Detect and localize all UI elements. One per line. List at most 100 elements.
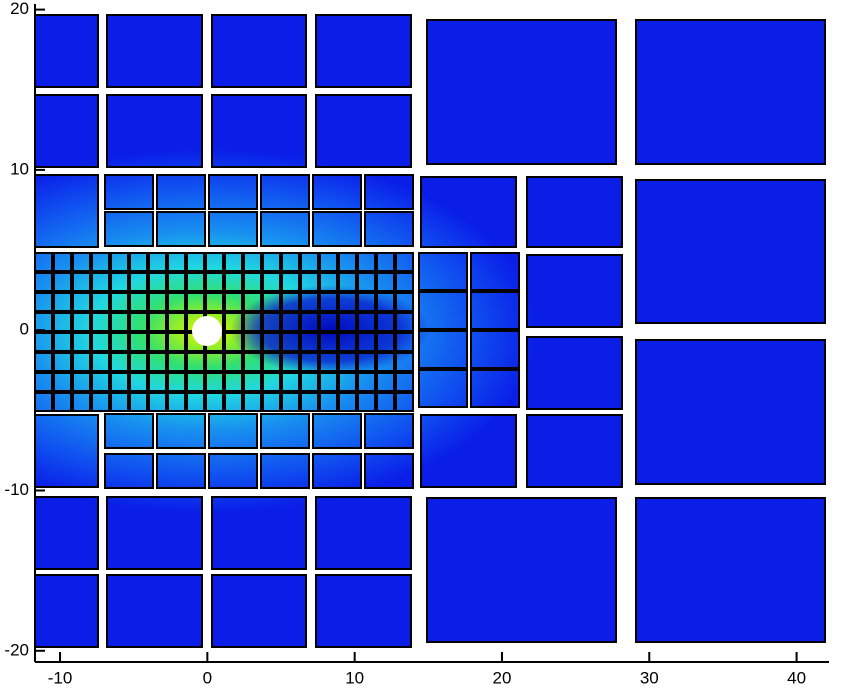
block — [243, 292, 262, 312]
block — [357, 272, 376, 292]
block — [167, 332, 186, 352]
y-tick-label: 20 — [10, 0, 29, 18]
block — [357, 252, 376, 272]
block — [110, 312, 129, 332]
block — [281, 272, 300, 292]
block — [426, 497, 617, 643]
block — [418, 330, 468, 369]
block — [635, 179, 826, 324]
block — [110, 372, 129, 392]
block-outlines — [34, 14, 826, 648]
block — [281, 252, 300, 272]
block — [315, 496, 412, 570]
block — [376, 392, 395, 412]
block — [395, 332, 414, 352]
y-tick-label: -10 — [4, 480, 29, 499]
block — [106, 94, 203, 168]
block — [319, 292, 338, 312]
block — [364, 413, 414, 449]
block — [262, 372, 281, 392]
block — [148, 352, 167, 372]
block — [395, 352, 414, 372]
block — [260, 413, 310, 449]
block — [205, 372, 224, 392]
block — [156, 174, 206, 210]
block — [148, 392, 167, 412]
block — [364, 211, 414, 247]
block — [224, 352, 243, 372]
block — [281, 372, 300, 392]
block — [53, 312, 72, 332]
x-tick-label: 10 — [345, 668, 364, 687]
block — [129, 332, 148, 352]
block — [224, 372, 243, 392]
block — [148, 272, 167, 292]
block — [167, 352, 186, 372]
block — [300, 312, 319, 332]
block — [205, 252, 224, 272]
block — [72, 272, 91, 292]
block — [156, 413, 206, 449]
block — [262, 332, 281, 352]
block — [281, 332, 300, 352]
block — [106, 496, 203, 570]
block — [106, 14, 203, 88]
block — [395, 272, 414, 292]
block — [319, 392, 338, 412]
block — [300, 372, 319, 392]
block — [53, 352, 72, 372]
block — [262, 392, 281, 412]
block — [315, 94, 412, 168]
block — [243, 392, 262, 412]
block — [72, 352, 91, 372]
block — [357, 312, 376, 332]
block — [526, 254, 623, 328]
block — [53, 372, 72, 392]
block — [418, 291, 468, 330]
block — [262, 312, 281, 332]
block — [129, 372, 148, 392]
block — [376, 292, 395, 312]
block — [129, 272, 148, 292]
block — [205, 292, 224, 312]
x-tick-label: 40 — [787, 668, 806, 687]
block — [104, 453, 154, 489]
block — [300, 332, 319, 352]
block — [72, 392, 91, 412]
block — [243, 372, 262, 392]
block — [243, 312, 262, 332]
block — [106, 574, 203, 648]
block — [357, 372, 376, 392]
block — [129, 352, 148, 372]
x-tick-label: 30 — [640, 668, 659, 687]
block — [418, 369, 468, 408]
block — [208, 174, 258, 210]
block — [319, 272, 338, 292]
block — [300, 272, 319, 292]
block — [420, 176, 517, 248]
block — [167, 272, 186, 292]
block — [148, 292, 167, 312]
block — [470, 291, 520, 330]
x-tick-label: 0 — [203, 668, 212, 687]
block — [91, 272, 110, 292]
block — [104, 174, 154, 210]
block — [53, 332, 72, 352]
block — [110, 292, 129, 312]
block — [395, 312, 414, 332]
block — [376, 332, 395, 352]
block — [635, 339, 826, 485]
block — [262, 272, 281, 292]
block — [395, 392, 414, 412]
block — [315, 14, 412, 88]
block — [104, 413, 154, 449]
block — [148, 332, 167, 352]
block — [418, 252, 468, 291]
block — [338, 372, 357, 392]
block — [224, 292, 243, 312]
block — [338, 312, 357, 332]
block — [167, 312, 186, 332]
block — [338, 272, 357, 292]
block — [224, 272, 243, 292]
block — [129, 292, 148, 312]
